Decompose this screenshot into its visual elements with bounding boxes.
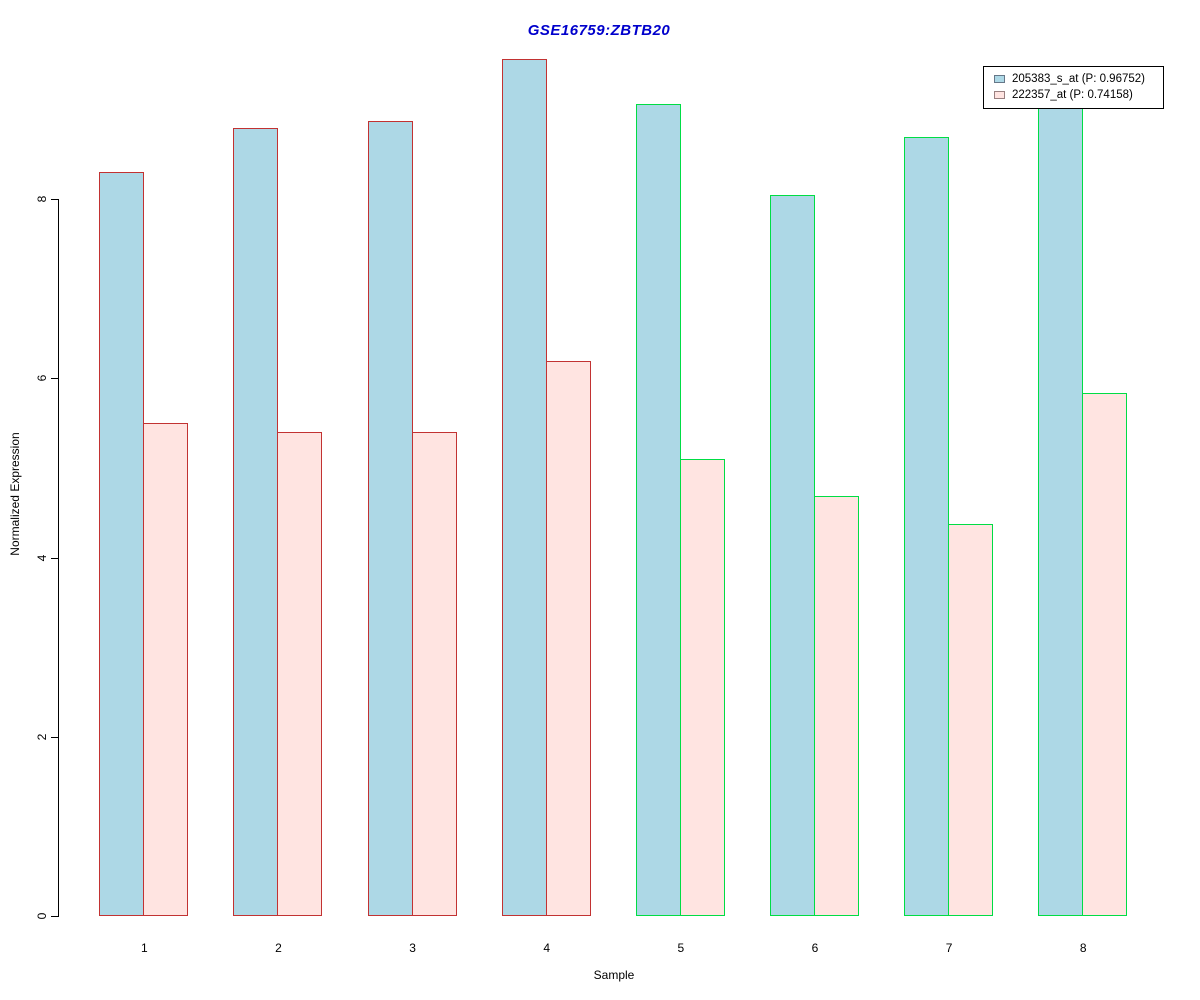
legend: 205383_s_at (P: 0.96752) 222357_at (P: 0…	[983, 66, 1164, 109]
x-tick-label: 1	[140, 941, 148, 955]
x-tick-label: 6	[811, 941, 819, 955]
bar-sample4-series2	[545, 361, 591, 916]
y-tick-label: 4	[35, 554, 49, 561]
x-axis-title: Sample	[593, 968, 635, 982]
legend-label-series2: 222357_at (P: 0.74158)	[1012, 89, 1133, 101]
y-axis-tick	[51, 736, 58, 738]
bar-sample1-series2	[143, 423, 189, 916]
y-tick-label: 8	[35, 195, 49, 203]
legend-item: 222357_at (P: 0.74158)	[990, 87, 1163, 103]
legend-swatch-series2-icon	[994, 91, 1005, 99]
y-axis-tick	[51, 916, 58, 917]
x-tick-label: 2	[275, 941, 282, 955]
legend-swatch-series1-icon	[994, 75, 1005, 83]
y-tick-label: 6	[35, 374, 49, 382]
x-tick-label: 7	[945, 941, 953, 955]
bar-sample8-series1	[1038, 95, 1084, 916]
bar-sample6-series2	[814, 495, 859, 916]
bar-sample3-series1	[367, 121, 413, 916]
y-axis-title: Normalized Expression	[8, 432, 22, 556]
bar-sample2-series2	[277, 432, 323, 916]
x-tick-label: 8	[1079, 941, 1087, 955]
bar-sample1-series1	[99, 172, 145, 916]
x-tick-label: 4	[543, 941, 551, 955]
chart-title: GSE16759:ZBTB20	[527, 22, 671, 39]
y-axis-tick	[51, 557, 58, 559]
bar-sample7-series1	[904, 137, 950, 916]
y-axis-tick	[51, 199, 58, 200]
y-tick-label: 0	[35, 912, 49, 920]
bar-sample5-series2	[679, 458, 725, 916]
bar-sample2-series1	[233, 128, 279, 916]
legend-item: 205383_s_at (P: 0.96752)	[990, 71, 1163, 87]
bar-sample7-series2	[948, 524, 994, 916]
legend-label-series1: 205383_s_at (P: 0.96752)	[1012, 73, 1145, 85]
x-tick-label: 3	[409, 941, 416, 955]
bar-sample5-series1	[635, 103, 681, 916]
bar-sample4-series1	[501, 59, 547, 916]
bar-sample6-series1	[770, 195, 815, 916]
y-axis-line	[58, 199, 59, 917]
y-axis-tick	[51, 378, 58, 380]
y-tick-label: 2	[35, 733, 49, 741]
bar-sample3-series2	[411, 432, 457, 916]
x-tick-label: 5	[677, 941, 685, 955]
bar-sample8-series2	[1082, 392, 1128, 916]
